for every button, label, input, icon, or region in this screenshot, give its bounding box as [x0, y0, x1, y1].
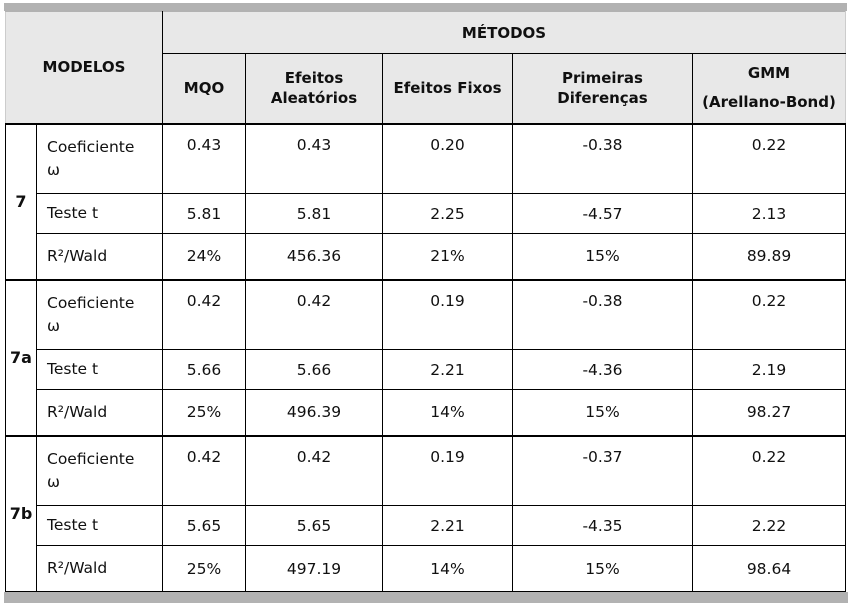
header-row-methods: MODELOS MÉTODOS: [5, 11, 847, 124]
value-cell: 5.66: [245, 349, 383, 390]
value-cell: 2.19: [691, 349, 847, 390]
value-cell: -0.38: [512, 278, 693, 350]
model-label-7a: 7a: [5, 278, 37, 436]
value-cell: 0.42: [245, 434, 383, 506]
column-header-primeiras-diferencas: Primeiras Diferenças: [512, 53, 693, 125]
value-cell: 15%: [512, 545, 693, 592]
column-header-gmm: GMM (Arellano-Bond): [691, 53, 847, 125]
value-cell: 5.81: [245, 193, 383, 234]
value-cell: 0.20: [382, 122, 513, 194]
value-cell: 25%: [162, 389, 246, 436]
value-cell: 5.81: [162, 193, 246, 234]
value-cell: -0.37: [512, 434, 693, 506]
value-cell: 0.42: [162, 278, 246, 350]
value-cell: -4.36: [512, 349, 693, 390]
row-label: Coeficiente ω: [36, 278, 163, 350]
table-row: Teste t 5.65 5.65 2.21 -4.35 2.22: [6, 505, 847, 546]
value-cell: 0.42: [245, 278, 383, 350]
model-label-7: 7: [5, 122, 37, 280]
value-cell: 21%: [382, 233, 513, 280]
value-cell: 0.22: [691, 122, 847, 194]
value-cell: 5.65: [245, 505, 383, 546]
value-cell: -4.35: [512, 505, 693, 546]
results-table: MODELOS MÉTODOS MQO Efeitos Aleatórios E…: [5, 11, 847, 592]
value-cell: 0.22: [691, 278, 847, 350]
value-cell: 0.43: [245, 122, 383, 194]
row-label: Teste t: [36, 193, 163, 234]
methods-header: MÉTODOS: [161, 11, 847, 54]
row-label: Teste t: [36, 349, 163, 390]
models-header: MODELOS: [5, 11, 163, 124]
value-cell: 5.66: [162, 349, 246, 390]
value-cell: 5.65: [162, 505, 246, 546]
row-label: R²/Wald: [36, 545, 163, 592]
value-cell: 2.25: [382, 193, 513, 234]
value-cell: 2.22: [691, 505, 847, 546]
top-divider-bar: [4, 3, 847, 11]
value-cell: 14%: [382, 389, 513, 436]
value-cell: 14%: [382, 545, 513, 592]
table-row: Teste t 5.81 5.81 2.25 -4.57 2.13: [6, 193, 847, 234]
row-label: Teste t: [36, 505, 163, 546]
table-row: R²/Wald 24% 456.36 21% 15% 89.89: [6, 233, 847, 280]
value-cell: -0.38: [512, 122, 693, 194]
value-cell: 0.19: [382, 278, 513, 350]
value-cell: 456.36: [245, 233, 383, 280]
row-label: R²/Wald: [36, 233, 163, 280]
value-cell: 0.22: [691, 434, 847, 506]
value-cell: 98.27: [691, 389, 847, 436]
value-cell: -4.57: [512, 193, 693, 234]
value-cell: 98.64: [691, 545, 847, 592]
table-row: 7a Coeficiente ω 0.42 0.42 0.19 -0.38 0.…: [5, 278, 847, 436]
value-cell: 2.13: [691, 193, 847, 234]
value-cell: 15%: [512, 233, 693, 280]
value-cell: 0.42: [162, 434, 246, 506]
table-row: Teste t 5.66 5.66 2.21 -4.36 2.19: [6, 349, 847, 390]
value-cell: 0.43: [162, 122, 246, 194]
bottom-divider-bar: [4, 592, 848, 603]
table-row: R²/Wald 25% 496.39 14% 15% 98.27: [6, 389, 847, 436]
table-row: 7b Coeficiente ω 0.42 0.42 0.19 -0.37 0.…: [5, 434, 847, 592]
value-cell: 497.19: [245, 545, 383, 592]
model-label-7b: 7b: [5, 434, 37, 592]
column-header-mqo: MQO: [162, 53, 246, 125]
table-row: R²/Wald 25% 497.19 14% 15% 98.64: [6, 545, 847, 592]
row-label: R²/Wald: [36, 389, 163, 436]
value-cell: 2.21: [382, 505, 513, 546]
table-row: 7 Coeficiente ω 0.43 0.43 0.20 -0.38 0.2…: [5, 122, 847, 280]
value-cell: 25%: [162, 545, 246, 592]
value-cell: 15%: [512, 389, 693, 436]
row-label: Coeficiente ω: [36, 122, 163, 194]
value-cell: 2.21: [382, 349, 513, 390]
value-cell: 89.89: [691, 233, 847, 280]
header-row-columns: MQO Efeitos Aleatórios Efeitos Fixos Pri…: [6, 53, 847, 125]
column-header-efeitos-aleatorios: Efeitos Aleatórios: [245, 53, 383, 125]
value-cell: 496.39: [245, 389, 383, 436]
row-label: Coeficiente ω: [36, 434, 163, 506]
value-cell: 24%: [162, 233, 246, 280]
column-header-efeitos-fixos: Efeitos Fixos: [382, 53, 513, 125]
value-cell: 0.19: [382, 434, 513, 506]
